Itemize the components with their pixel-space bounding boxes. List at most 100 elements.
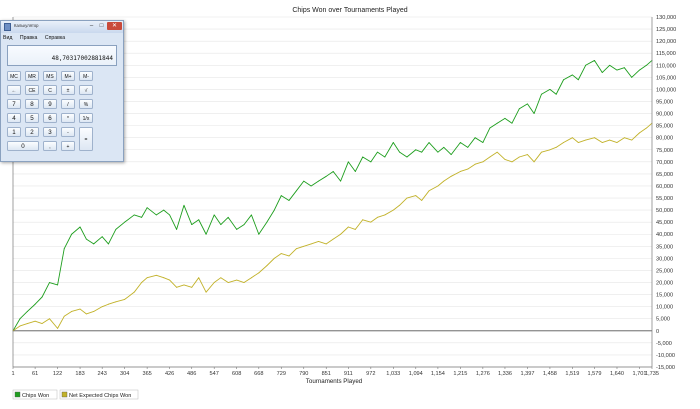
key-9[interactable]: 9 <box>43 99 57 109</box>
menu-help[interactable]: Справка <box>44 35 66 41</box>
data-point <box>198 277 200 279</box>
menu-view[interactable]: Вид <box>3 35 13 41</box>
data-point <box>415 195 417 197</box>
data-point <box>443 180 445 182</box>
data-point <box>258 272 260 274</box>
data-point <box>146 277 148 279</box>
data-point <box>377 151 378 153</box>
calculator-window[interactable]: Калькулятор – □ ✕ Вид Правка Справка 48,… <box>0 20 124 162</box>
data-point <box>623 67 625 69</box>
y-tick-label: 65,000 <box>656 172 673 178</box>
key-MS[interactable]: MS <box>43 71 57 81</box>
data-point <box>616 142 618 143</box>
key-*[interactable]: * <box>61 113 75 123</box>
key-C[interactable]: C <box>43 85 57 95</box>
y-tick-label: -15,000 <box>656 365 675 371</box>
data-point <box>377 216 378 218</box>
data-point <box>26 323 28 325</box>
data-point <box>467 146 469 148</box>
data-point <box>428 142 430 143</box>
data-point <box>325 175 327 177</box>
key-8[interactable]: 8 <box>25 99 39 109</box>
data-point <box>585 139 587 141</box>
close-button[interactable]: ✕ <box>107 22 122 30</box>
key-MC[interactable]: MC <box>7 71 21 81</box>
key-,[interactable]: , <box>43 141 57 151</box>
key-←[interactable]: ← <box>7 85 21 95</box>
key-6[interactable]: 6 <box>43 113 57 123</box>
data-point <box>163 277 165 279</box>
data-point <box>540 151 542 153</box>
key-M+[interactable]: M+ <box>61 71 75 81</box>
data-point <box>340 180 342 182</box>
key-1/x[interactable]: 1/x <box>79 113 93 123</box>
key--[interactable]: - <box>61 127 75 137</box>
y-tick-label: -5,000 <box>656 341 672 347</box>
key-±[interactable]: ± <box>61 85 75 95</box>
key-MR[interactable]: MR <box>25 71 39 81</box>
data-point <box>504 158 506 160</box>
y-tick-label: 15,000 <box>656 293 673 299</box>
x-tick-label: 61 <box>32 371 38 377</box>
calculator-titlebar[interactable]: Калькулятор – □ ✕ <box>1 21 123 33</box>
data-point <box>250 277 252 279</box>
maximize-button[interactable]: □ <box>99 23 104 29</box>
key-4[interactable]: 4 <box>7 113 21 123</box>
key-M-[interactable]: M- <box>79 71 93 81</box>
data-point <box>459 142 461 143</box>
data-point <box>437 151 439 153</box>
data-point <box>443 146 445 148</box>
data-point <box>639 132 640 134</box>
data-point <box>459 171 461 172</box>
data-point <box>496 151 498 153</box>
data-point <box>474 163 476 165</box>
data-point <box>639 69 640 71</box>
data-point <box>124 221 126 223</box>
data-point <box>437 185 439 187</box>
data-point <box>549 149 551 151</box>
key-CE[interactable]: CE <box>25 85 39 95</box>
data-point <box>354 171 356 172</box>
key-=[interactable]: = <box>79 127 93 151</box>
key-1[interactable]: 1 <box>7 127 21 137</box>
x-tick-label: 1,640 <box>610 371 624 377</box>
data-point <box>85 313 87 315</box>
key-3[interactable]: 3 <box>43 127 57 137</box>
y-tick-label: 130,000 <box>656 15 676 21</box>
data-point <box>362 219 364 221</box>
grid <box>13 16 652 368</box>
key-%[interactable]: % <box>79 99 93 109</box>
y-tick-label: 20,000 <box>656 281 673 287</box>
data-point <box>421 199 423 201</box>
key-0[interactable]: 0 <box>7 141 39 151</box>
x-tick-label: 1,033 <box>386 371 400 377</box>
menu-edit[interactable]: Правка <box>19 35 38 41</box>
x-tick-label: 486 <box>187 371 196 377</box>
y-tick-label: 120,000 <box>656 39 676 45</box>
data-point <box>318 180 319 182</box>
data-point <box>280 195 282 197</box>
data-point <box>79 226 81 228</box>
data-point <box>243 224 245 226</box>
data-point <box>467 168 469 170</box>
key-7[interactable]: 7 <box>7 99 21 109</box>
minimize-button[interactable]: – <box>89 23 94 29</box>
legend-item-box <box>12 389 58 400</box>
data-point <box>34 303 36 305</box>
x-tick-label: 547 <box>210 371 219 377</box>
key-5[interactable]: 5 <box>25 113 39 123</box>
key-/[interactable]: / <box>61 99 75 109</box>
data-point <box>288 199 290 201</box>
key-+[interactable]: + <box>61 141 75 151</box>
data-point <box>504 117 506 119</box>
data-point <box>406 197 408 199</box>
data-point <box>399 204 401 206</box>
x-axis-title: Tournaments Played <box>306 378 363 385</box>
key-2[interactable]: 2 <box>25 127 39 137</box>
data-point <box>601 72 603 73</box>
data-point <box>34 320 36 322</box>
key-√[interactable]: √ <box>79 85 93 95</box>
data-point <box>631 76 633 78</box>
data-point <box>71 311 73 312</box>
chart-title: Chips Won over Tournaments Played <box>292 7 407 14</box>
